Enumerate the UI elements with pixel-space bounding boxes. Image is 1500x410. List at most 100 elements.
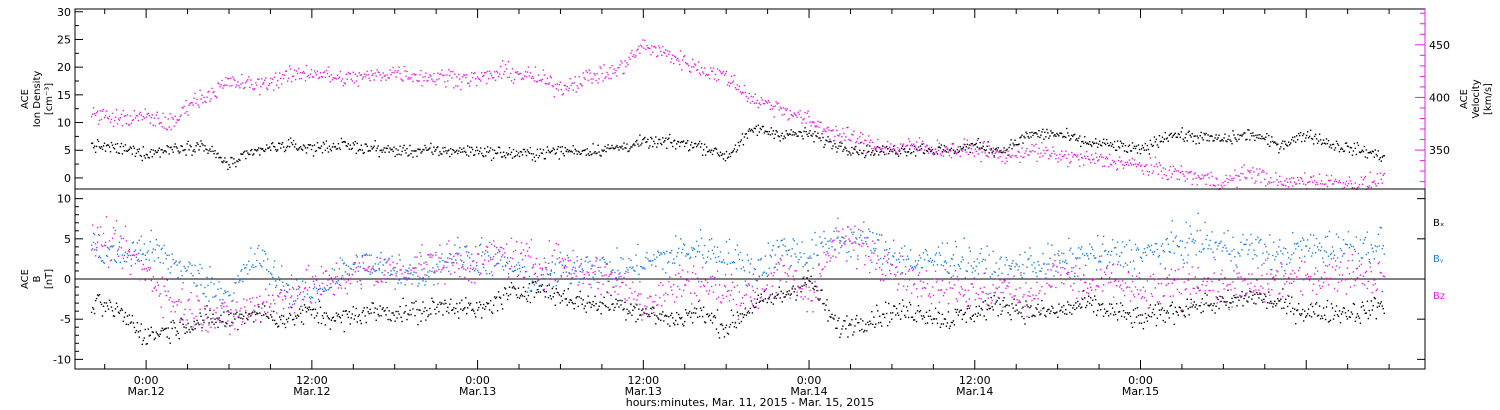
data-point-1-767 — [854, 146, 856, 149]
data-point-11-938 — [1024, 251, 1026, 253]
data-point-10-1241 — [1325, 306, 1328, 308]
data-point-10-463 — [551, 287, 553, 290]
data-point-1-180 — [270, 77, 272, 80]
data-point-11-376 — [465, 246, 467, 248]
velocity-tick-label-1: 400 — [1429, 91, 1450, 104]
data-point-10-516 — [604, 304, 606, 307]
data-point-1-1231 — [1315, 181, 1318, 184]
data-point-1-951 — [1037, 152, 1039, 155]
data-point-1-509 — [597, 82, 599, 84]
data-point-11-906 — [992, 250, 994, 252]
data-point-1-1073 — [1158, 162, 1161, 164]
data-point-1-1130 — [1215, 177, 1217, 179]
data-point-11-126 — [216, 278, 218, 281]
data-point-10-827 — [913, 319, 916, 321]
data-point-1-971 — [1057, 161, 1059, 163]
data-point-1-529 — [617, 67, 619, 69]
data-point-0-872 — [958, 150, 960, 153]
data-point-10-984 — [1070, 304, 1072, 307]
data-point-10-277 — [366, 306, 368, 309]
data-point-0-395 — [484, 147, 486, 150]
data-point-1-256 — [345, 73, 347, 75]
data-point-0-888 — [974, 143, 976, 146]
data-point-10-23 — [113, 315, 116, 317]
data-point-10-814 — [900, 310, 903, 312]
data-point-10-354 — [443, 303, 445, 305]
data-point-1-1172 — [1257, 174, 1259, 176]
data-point-1-116 — [206, 96, 208, 98]
data-point-0-932 — [1018, 143, 1020, 145]
data-point-11-853 — [939, 254, 942, 256]
data-point-0-1238 — [1322, 139, 1325, 141]
data-point-11-804 — [891, 264, 893, 266]
data-point-0-2 — [92, 147, 95, 149]
data-point-11-469 — [557, 280, 559, 282]
data-point-10-1210 — [1295, 323, 1297, 325]
data-point-1-868 — [954, 151, 957, 154]
data-point-11-767 — [854, 241, 856, 243]
data-point-1-616 — [703, 67, 706, 69]
data-point-1-136 — [226, 84, 228, 86]
data-point-1-741 — [828, 129, 830, 131]
data-point-10-877 — [963, 313, 965, 315]
data-point-1-617 — [704, 74, 707, 77]
data-point-11-477 — [565, 271, 567, 273]
data-point-1-641 — [728, 85, 731, 87]
data-point-0-1120 — [1205, 132, 1207, 135]
data-point-1-692 — [779, 106, 781, 108]
data-point-1-1286 — [1370, 186, 1372, 189]
data-point-10-763 — [850, 324, 852, 326]
data-point-0-1295 — [1379, 157, 1381, 159]
data-point-10-1056 — [1141, 314, 1144, 316]
data-point-10-625 — [712, 316, 715, 318]
data-point-11-664 — [751, 285, 754, 288]
data-point-10-687 — [774, 295, 776, 298]
data-point-1-599 — [687, 63, 689, 65]
time-axis-ticks — [104, 9, 1390, 369]
data-point-0-966 — [1052, 132, 1054, 134]
data-point-0-182 — [272, 142, 274, 144]
data-point-10-976 — [1062, 311, 1064, 313]
data-point-0-994 — [1080, 145, 1082, 148]
data-point-0-1259 — [1343, 150, 1346, 152]
data-point-1-375 — [464, 74, 466, 76]
data-point-0-531 — [619, 146, 621, 148]
data-point-1-323 — [412, 80, 414, 83]
data-point-10-128 — [218, 317, 220, 319]
data-point-10-69 — [159, 333, 161, 335]
data-point-1-1258 — [1342, 182, 1345, 184]
data-point-10-363 — [452, 309, 454, 311]
data-point-1-675 — [762, 102, 764, 105]
data-point-1-1264 — [1348, 176, 1351, 178]
data-point-1-1050 — [1135, 166, 1138, 168]
data-point-0-1299 — [1383, 155, 1385, 157]
data-point-1-936 — [1022, 156, 1024, 159]
data-point-10-581 — [669, 325, 671, 327]
data-point-10-676 — [763, 290, 765, 293]
data-point-11-493 — [581, 268, 583, 270]
data-point-1-1048 — [1133, 159, 1136, 161]
data-point-10-82 — [172, 319, 174, 322]
data-point-1-94 — [184, 112, 186, 114]
data-point-0-908 — [994, 148, 996, 151]
data-point-10-747 — [834, 314, 836, 317]
data-point-1-191 — [281, 83, 283, 85]
data-point-11-59 — [149, 241, 151, 243]
data-point-10-116 — [206, 305, 208, 307]
data-point-10-1144 — [1229, 302, 1231, 304]
data-point-11-640 — [727, 252, 730, 254]
data-point-10-773 — [860, 318, 862, 320]
data-point-1-934 — [1020, 155, 1022, 158]
data-point-10-167 — [257, 313, 259, 315]
data-point-10-291 — [380, 315, 382, 317]
data-point-10-148 — [238, 316, 240, 319]
data-point-1-74 — [164, 116, 166, 118]
data-point-0-620 — [707, 150, 710, 153]
data-point-0-1068 — [1153, 136, 1156, 138]
data-point-10-302 — [391, 312, 393, 314]
data-point-10-1039 — [1124, 312, 1127, 314]
data-point-10-809 — [895, 307, 898, 310]
data-point-1-782 — [869, 141, 871, 144]
data-point-1-693 — [780, 107, 782, 110]
data-point-0-521 — [609, 148, 611, 150]
